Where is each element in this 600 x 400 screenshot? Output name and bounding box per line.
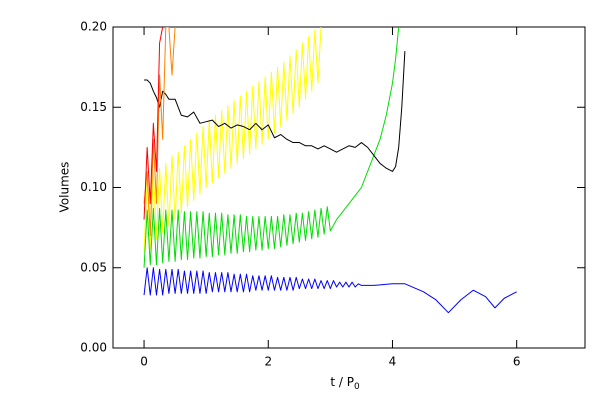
x-axis-label-subscript: 0 [354,382,360,392]
plot-lines [143,27,517,314]
plot-frame [112,26,586,349]
y-tick-label: 0.05 [80,260,107,274]
y-axis-label: Volumes [58,162,72,213]
x-tick-label: 6 [513,355,521,369]
series-line [143,27,176,237]
series-line [143,267,517,314]
y-tick-label: 0.15 [80,100,107,114]
series-line [143,27,164,220]
series-line [143,27,400,268]
x-axis-label-main: t / P [330,375,354,389]
series-line [144,51,406,172]
y-tick-label: 0.10 [80,180,107,194]
x-tick-label: 4 [389,355,397,369]
x-tick-label: 2 [264,355,272,369]
series-line [143,27,322,252]
x-tick-label: 0 [140,355,148,369]
y-tick-label: 0.20 [80,20,107,34]
x-axis-label: t / P0 [330,375,360,392]
y-tick-label: 0.00 [80,341,107,355]
